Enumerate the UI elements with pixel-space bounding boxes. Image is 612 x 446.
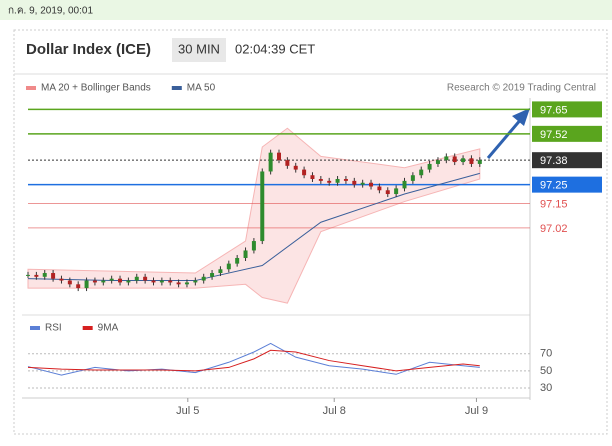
legend-swatch bbox=[82, 326, 93, 330]
level-label: 97.25 bbox=[540, 180, 568, 192]
candle-body bbox=[310, 175, 315, 179]
candle-body bbox=[118, 278, 123, 283]
candle-body bbox=[168, 280, 173, 283]
candle-body bbox=[201, 276, 206, 281]
candle-body bbox=[435, 160, 440, 164]
candle-body bbox=[293, 165, 298, 170]
candle-body bbox=[452, 156, 457, 163]
candle-body bbox=[419, 169, 424, 176]
candle-body bbox=[109, 278, 114, 281]
x-tick-label: Jul 9 bbox=[465, 405, 488, 417]
candle-body bbox=[469, 158, 474, 164]
candle-body bbox=[42, 273, 47, 277]
candle-body bbox=[427, 163, 432, 170]
legend-swatch bbox=[26, 86, 36, 90]
candle-body bbox=[226, 263, 231, 270]
y-tick-label: 50 bbox=[540, 365, 552, 377]
candle-body bbox=[277, 152, 281, 161]
level-label: 97.38 bbox=[540, 155, 568, 167]
candle-body bbox=[243, 250, 248, 258]
level-box bbox=[532, 101, 602, 118]
candle-body bbox=[302, 169, 307, 176]
candle-body bbox=[410, 175, 415, 181]
level-box bbox=[532, 125, 602, 142]
candle-body bbox=[34, 274, 39, 277]
candle-body bbox=[59, 278, 64, 281]
candle-body bbox=[360, 182, 365, 185]
rsi-line bbox=[27, 342, 480, 376]
legend-label: 9MA bbox=[98, 323, 119, 334]
interval-badge bbox=[172, 38, 226, 62]
candle-body bbox=[193, 280, 198, 283]
trend-arrow bbox=[486, 117, 524, 159]
candle-body bbox=[218, 269, 223, 274]
candle-body bbox=[101, 280, 106, 283]
y-tick-label: 70 bbox=[540, 348, 552, 360]
candle-body bbox=[76, 284, 81, 289]
candle-body bbox=[260, 171, 265, 242]
candle-body bbox=[369, 182, 374, 187]
level-label: 97.15 bbox=[540, 198, 568, 210]
candle-body bbox=[385, 190, 390, 195]
rsi-ma-line bbox=[27, 349, 480, 372]
candle-body bbox=[51, 273, 56, 279]
candle-body bbox=[143, 276, 148, 281]
candle-body bbox=[327, 180, 332, 183]
interval: 30 MIN bbox=[178, 41, 220, 56]
level-box bbox=[532, 176, 602, 193]
legend-label: MA 20 + Bollinger Bands bbox=[41, 83, 151, 94]
credit: Research © 2019 Trading Central bbox=[447, 83, 596, 94]
candle-body bbox=[151, 280, 156, 283]
candle-body bbox=[84, 280, 89, 289]
candle-body bbox=[159, 280, 164, 283]
candle-body bbox=[210, 273, 215, 277]
legend-swatch bbox=[171, 86, 182, 90]
level-label: 97.52 bbox=[540, 129, 568, 141]
candle-body bbox=[251, 241, 256, 251]
candle-body bbox=[176, 282, 181, 285]
chart-title: Dollar Index (ICE) bbox=[26, 41, 151, 58]
candle-body bbox=[352, 180, 357, 185]
level-box bbox=[532, 152, 602, 169]
candle-body bbox=[377, 186, 382, 191]
timestamp: ก.ค. 9, 2019, 00:01 bbox=[8, 6, 93, 17]
candle-body bbox=[335, 178, 340, 183]
candle-body bbox=[444, 156, 449, 161]
candle-body bbox=[477, 160, 482, 164]
candle-body bbox=[184, 282, 189, 285]
top-bar bbox=[0, 0, 612, 20]
candle-body bbox=[126, 280, 131, 283]
legend-label: RSI bbox=[45, 323, 62, 334]
candle-body bbox=[134, 276, 139, 281]
x-tick-label: Jul 5 bbox=[176, 405, 199, 417]
legend-swatch bbox=[30, 326, 40, 330]
legend-label: MA 50 bbox=[187, 83, 216, 94]
candle-body bbox=[235, 257, 240, 264]
level-label: 97.65 bbox=[540, 104, 568, 116]
candle-body bbox=[67, 280, 72, 285]
candle-body bbox=[285, 160, 290, 166]
candle-body bbox=[268, 152, 273, 172]
candle-body bbox=[318, 178, 323, 181]
y-tick-label: 30 bbox=[540, 382, 552, 394]
level-label: 97.02 bbox=[540, 223, 568, 235]
candle-body bbox=[402, 180, 407, 189]
trend-arrow-head bbox=[512, 108, 530, 126]
x-tick-label: Jul 8 bbox=[323, 405, 346, 417]
candle-body bbox=[343, 178, 348, 181]
bollinger-band bbox=[27, 127, 481, 304]
candle-body bbox=[92, 280, 97, 283]
time: 02:04:39 CET bbox=[235, 41, 315, 56]
candle-body bbox=[26, 274, 30, 276]
candle-body bbox=[461, 158, 466, 163]
candle-body bbox=[394, 188, 399, 195]
